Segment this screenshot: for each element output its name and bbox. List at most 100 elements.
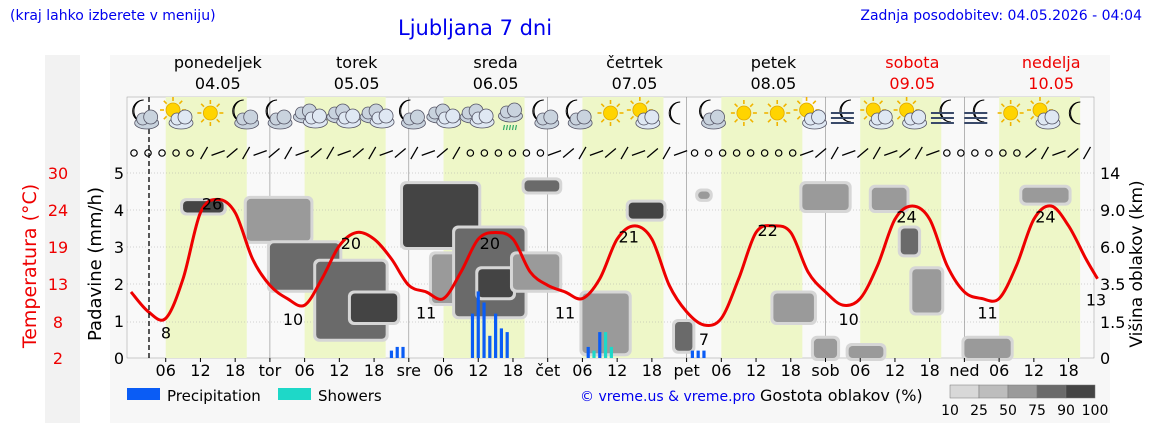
- wind-barb: [1025, 147, 1037, 159]
- wind-barb: [242, 146, 251, 160]
- x-tick-label: pet: [673, 361, 699, 380]
- precipitation-bars: [389, 291, 706, 358]
- wind-calm-marker: [172, 149, 180, 157]
- day-labels: ponedeljek 04.05 torek 05.05 sreda 06.05 četrt…: [174, 53, 1081, 93]
- cloud-block: [773, 293, 814, 322]
- precipitation-tick-label: 4: [114, 201, 124, 220]
- cloud-block: [582, 293, 629, 354]
- precipitation-axis-label: Padavine (mm/h): [85, 187, 106, 341]
- temperature-extrema-label: 26: [202, 194, 222, 213]
- x-tick-label: 18: [781, 361, 801, 380]
- sun-cloud-icon: [1026, 97, 1061, 130]
- precipitation-bar: [609, 346, 613, 358]
- cloud-block: [1022, 187, 1069, 203]
- cloud-block: [524, 180, 560, 192]
- night-cloud-icon: [532, 99, 560, 130]
- cloud-height-tick-label: 14: [1100, 164, 1120, 183]
- wind-barb: [899, 147, 911, 159]
- temperature-tick-label: 19: [48, 238, 68, 257]
- cloud-height-tick-label: 6.0: [1100, 238, 1125, 257]
- wind-calm-marker: [985, 149, 993, 157]
- cloud-block: [628, 202, 664, 219]
- temperature-tick-label: 2: [53, 349, 63, 368]
- wind-barb: [268, 147, 280, 159]
- cloud-block: [848, 346, 884, 358]
- wind-calm-marker: [760, 149, 769, 157]
- x-tick-label: 18: [642, 361, 662, 380]
- cloud-height-tick-label: 9.0: [1100, 201, 1125, 220]
- precipitation-tick-label: 1: [114, 312, 124, 331]
- wind-barb: [631, 149, 646, 157]
- temperature-extrema-label: 8: [161, 323, 171, 342]
- temperature-extrema-label: 11: [416, 304, 436, 323]
- precipitation-bar: [505, 332, 509, 358]
- cloud-block: [350, 293, 398, 322]
- precipitation-bar: [401, 346, 405, 358]
- wind-barb: [830, 146, 839, 160]
- sun-cloud-icon: [626, 97, 661, 130]
- x-tick-label: 06: [850, 361, 870, 380]
- precipitation-bar: [586, 346, 590, 358]
- x-tick-label: čet: [535, 361, 560, 380]
- temperature-axis-label: Temperatura (°C): [19, 184, 41, 349]
- wind-barb: [452, 146, 461, 160]
- density-legend-tick: 75: [1028, 403, 1046, 419]
- wind-barb: [662, 146, 671, 160]
- left-axis-panel: [45, 55, 80, 423]
- wind-calm-marker: [494, 149, 503, 157]
- temperature-extrema-label: 10: [283, 310, 303, 329]
- density-legend-tick: 25: [970, 403, 988, 419]
- wind-barb: [1082, 146, 1092, 160]
- daylight-band: [999, 97, 1081, 358]
- precipitation-bar: [470, 313, 475, 358]
- wind-calm-marker: [158, 149, 166, 157]
- wind-calm-marker: [130, 149, 138, 157]
- cloud-block: [802, 184, 849, 210]
- density-legend-swatch: [949, 384, 980, 399]
- cloud-block: [675, 322, 693, 351]
- weather-icon-row: [132, 97, 1081, 131]
- wind-barb: [604, 147, 617, 159]
- wind-barb: [547, 149, 562, 157]
- x-tick-label: sre: [397, 361, 421, 380]
- density-legend-tick: 50: [999, 403, 1017, 419]
- precipitation-tick-label: 5: [114, 164, 124, 183]
- cloud-icon: [359, 103, 395, 129]
- temperature-tick-label: 13: [48, 275, 68, 294]
- wind-barb: [310, 147, 322, 159]
- legend-precipitation-swatch: [127, 388, 160, 400]
- cloud-icon: [459, 103, 495, 129]
- precipitation-bar: [494, 313, 498, 358]
- day-date-label: 04.05: [195, 74, 241, 93]
- wind-calm-marker: [690, 149, 699, 157]
- temperature-extrema-label: 11: [977, 304, 997, 323]
- day-date-label: 08.05: [751, 74, 797, 93]
- cloud-icon: [292, 103, 328, 129]
- density-legend-swatch: [1036, 384, 1067, 399]
- precipitation-bar: [702, 350, 706, 358]
- cloud-height-axis-label: Višina oblakov (km): [1127, 180, 1147, 347]
- wind-calm-marker: [1013, 149, 1021, 157]
- temperature-line: [129, 197, 1099, 327]
- wind-calm-marker: [718, 149, 727, 157]
- precipitation-bar: [395, 346, 399, 358]
- wind-barb: [799, 149, 814, 157]
- x-tick-label: 06: [572, 361, 592, 380]
- x-tick-label: 06: [989, 361, 1009, 380]
- wind-barb: [284, 146, 293, 160]
- cloud-icon: [426, 103, 462, 129]
- density-legend: 10 25 50 75 90 100: [941, 384, 1108, 419]
- last-updated-text: Zadnja posodobitev: 04.05.2026 - 04:04: [860, 8, 1142, 24]
- night-cloud-icon: [232, 99, 260, 130]
- cloud-block: [900, 228, 919, 255]
- temperature-extrema-label: 10: [838, 310, 858, 329]
- credit-link[interactable]: © vreme.us & vreme.pro: [580, 389, 755, 405]
- wind-barb: [326, 146, 335, 160]
- cloud-block: [478, 269, 513, 298]
- sun-cloud-icon: [160, 97, 194, 130]
- precipitation-bar: [389, 350, 394, 358]
- x-tick-label: tor: [259, 361, 282, 380]
- wind-barb: [200, 146, 209, 160]
- cloud-icon: [326, 103, 362, 129]
- temperature-extrema-label: 24: [896, 208, 916, 227]
